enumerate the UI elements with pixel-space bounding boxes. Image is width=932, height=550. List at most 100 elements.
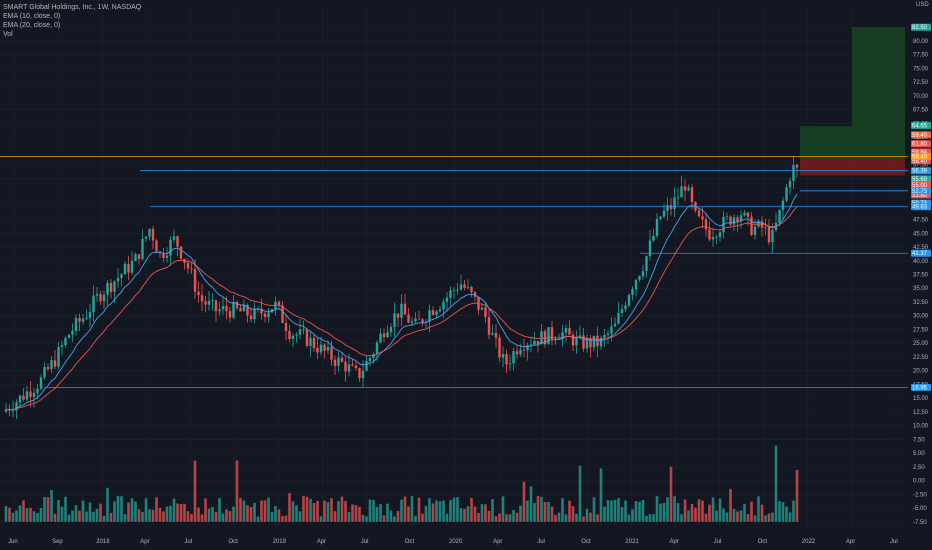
price-tag: 58.40 [912, 159, 928, 165]
price-tag: 59.40 [912, 133, 928, 139]
volume-bar [403, 496, 407, 522]
price-line-tag: 16.95 [912, 385, 928, 391]
volume-bar [116, 495, 120, 522]
candle-body [340, 357, 344, 362]
candle-body [155, 240, 158, 252]
volume-bar [750, 501, 753, 522]
candle-body [610, 326, 613, 334]
volume-bar [302, 495, 305, 522]
volume-bar [424, 505, 428, 522]
candle-body [298, 329, 302, 335]
volume-bar [407, 506, 410, 522]
x-tick-label: Jul [361, 539, 369, 545]
volume-bar [298, 511, 302, 522]
volume-bar [431, 503, 435, 522]
candle-body [638, 276, 641, 280]
volume-bar [795, 469, 799, 522]
candle-body [547, 327, 550, 345]
candle-body [778, 209, 781, 223]
candle-body [239, 307, 242, 312]
volume-bar [529, 486, 533, 522]
candle-body [148, 229, 151, 237]
candle-body [687, 187, 690, 191]
candle-body [571, 334, 575, 346]
candle-body [645, 256, 648, 272]
price-tag-bg [911, 175, 931, 183]
candle-body [281, 305, 284, 324]
volume-bar [155, 497, 158, 522]
volume-bar [743, 503, 746, 522]
candle-body [505, 354, 508, 365]
volume-bar [319, 516, 323, 522]
candle-body [221, 306, 225, 310]
price-line-tag: 52.73 [912, 189, 928, 195]
candle-body [641, 271, 645, 277]
candle-body [550, 327, 554, 339]
x-tick-label: Jul [890, 539, 898, 545]
candle-body [785, 187, 788, 201]
candle-body [312, 338, 316, 348]
candle-body [351, 364, 354, 366]
volume-bar [704, 513, 708, 522]
candle-body [64, 337, 67, 346]
volume-bar [389, 510, 393, 522]
volume-bar [330, 498, 333, 522]
price-line-tag-bg [911, 167, 931, 175]
volume-bar [120, 496, 123, 522]
candle-body [127, 263, 130, 273]
volume-bar [652, 514, 655, 522]
price-tag-bg [911, 181, 931, 189]
volume-bar [85, 511, 88, 522]
volume-bar [638, 501, 641, 522]
volume-bar [71, 510, 74, 522]
candle-body [232, 302, 235, 318]
volume-bar [144, 498, 148, 522]
x-tick-label: Apr [846, 539, 855, 545]
candle-body [438, 309, 442, 312]
volume-bar [585, 508, 589, 522]
candle-body [655, 218, 659, 236]
volume-bar [428, 498, 431, 522]
candle-body [333, 359, 337, 366]
candle-body [57, 346, 60, 367]
volume-bar [725, 512, 729, 522]
price-tag: 61.80 [912, 142, 928, 148]
candle-body [43, 367, 46, 378]
volume-bar [666, 497, 669, 522]
volume-bar [445, 513, 449, 522]
volume-bar [354, 505, 358, 522]
price-line-tag-bg [911, 152, 931, 160]
volume-bar [109, 512, 113, 522]
volume-bar [158, 507, 162, 522]
volume-bar [505, 514, 508, 522]
volume-bar [400, 499, 403, 522]
candle-body [375, 342, 379, 355]
x-tick-label: 2019 [273, 539, 287, 545]
volume-bar [36, 512, 39, 522]
x-tick-label: 2018 [96, 539, 110, 545]
legend-vol: Vol [3, 31, 13, 38]
volume-bar [200, 514, 204, 522]
volume-bar [396, 510, 400, 522]
volume-bar [781, 502, 785, 522]
candle-body [743, 212, 746, 216]
volume-bar [4, 506, 8, 522]
candle-body [788, 180, 792, 188]
price-tag: 53.80 [912, 193, 928, 199]
candle-body [508, 363, 512, 365]
volume-bar [130, 498, 134, 522]
y-tick-label: 2.50 [913, 465, 925, 471]
volume-bar [43, 496, 46, 522]
candle-body [109, 282, 113, 292]
candle-body [704, 219, 708, 230]
stop-zone [800, 159, 905, 176]
y-tick-label: 15.00 [913, 396, 929, 402]
volume-bar [659, 503, 662, 522]
volume-bar [522, 481, 526, 522]
ema10-line [5, 193, 798, 411]
candle-body [494, 332, 498, 338]
volume-bar [582, 516, 585, 522]
volume-bar [165, 506, 169, 522]
